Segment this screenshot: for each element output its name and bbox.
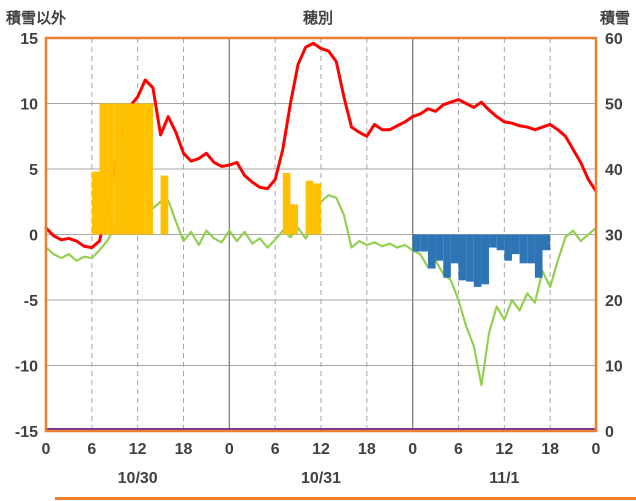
- yellow-bars-bar: [91, 171, 100, 235]
- yellow-bars-bar: [130, 103, 138, 235]
- x-axis-tick-label: 12: [129, 441, 147, 458]
- left-axis-tick-label: -15: [15, 424, 38, 441]
- x-axis-tick-label: 12: [495, 441, 513, 458]
- right-axis-tick-label: 30: [605, 228, 623, 245]
- x-axis-tick-label: 6: [454, 441, 463, 458]
- temperature-red-line: [44, 41, 598, 250]
- blue-bars-bar: [489, 234, 497, 248]
- x-axis-tick-label: 6: [271, 441, 280, 458]
- blue-bars-bar: [443, 234, 451, 278]
- yellow-bars-bar: [107, 103, 115, 235]
- x-axis-tick-label: 18: [541, 441, 559, 458]
- blue-bars-bar: [542, 234, 551, 251]
- right-axis-tick-label: 50: [605, 97, 623, 114]
- right-axis-title: 積雪: [599, 10, 630, 27]
- blue-bars-bar: [450, 234, 459, 264]
- x-axis-tick-label: 0: [408, 441, 417, 458]
- yellow-bars-bar: [145, 103, 153, 235]
- blue-bars-bar: [473, 234, 482, 287]
- x-axis-tick-label: 0: [225, 441, 234, 458]
- yellow-bars-bar: [313, 183, 321, 235]
- x-axis-tick-label: 18: [358, 441, 376, 458]
- yellow-bars-bar: [114, 103, 123, 235]
- x-axis-tick-label: 0: [592, 441, 601, 458]
- blue-bars-bar: [427, 234, 436, 269]
- left-axis-title: 積雪以外: [6, 10, 67, 27]
- blue-bars-bar: [435, 234, 444, 261]
- blue-bars-bar: [412, 234, 421, 252]
- left-axis-tick-label: 5: [29, 162, 38, 179]
- blue-bars-bar: [534, 234, 543, 278]
- yellow-bars-bar: [305, 180, 314, 235]
- blue-bars-bar: [527, 234, 535, 264]
- yellow-bars-bar: [137, 103, 146, 235]
- x-axis-tick-label: 0: [42, 441, 51, 458]
- left-axis-tick-label: 15: [20, 31, 38, 48]
- plot-frame: [44, 36, 598, 433]
- right-axis-tick-label: 40: [605, 162, 623, 179]
- chart-title: 穂別: [302, 10, 333, 27]
- right-axis-tick-label: 0: [605, 424, 614, 441]
- blue-bars-bar: [504, 234, 512, 261]
- yellow-bars-bar: [160, 175, 169, 235]
- right-axis-tick-label: 20: [605, 293, 623, 310]
- x-axis-tick-label: 18: [175, 441, 193, 458]
- date-label: 10/30: [118, 470, 158, 487]
- yellow-bars-bar: [99, 103, 108, 235]
- left-axis-tick-label: -5: [24, 293, 38, 310]
- yellow-bars-bar: [282, 172, 291, 235]
- date-label: 11/1: [489, 470, 519, 487]
- blue-bars-bar: [496, 234, 505, 251]
- left-axis-tick-label: 10: [20, 97, 38, 114]
- yellow-bars-bar: [290, 204, 299, 235]
- right-axis-tick-label: 60: [605, 31, 623, 48]
- blue-bars-bar: [466, 234, 474, 282]
- yellow-bars-bar: [122, 103, 131, 235]
- blue-bars-bar: [481, 234, 490, 285]
- right-axis-tick-label: 10: [605, 359, 623, 376]
- bottom-orange-strip: [55, 497, 636, 500]
- x-axis-tick-label: 6: [87, 441, 96, 458]
- date-label: 10/31: [301, 470, 341, 487]
- x-axis-tick-label: 12: [312, 441, 330, 458]
- left-axis-tick-label: 0: [29, 228, 38, 245]
- blue-bars-bar: [519, 234, 528, 264]
- blue-bars-bar: [420, 234, 428, 252]
- blue-bars-bar: [458, 234, 467, 281]
- blue-bars-bar: [511, 234, 520, 255]
- left-axis-tick-label: -10: [15, 359, 38, 376]
